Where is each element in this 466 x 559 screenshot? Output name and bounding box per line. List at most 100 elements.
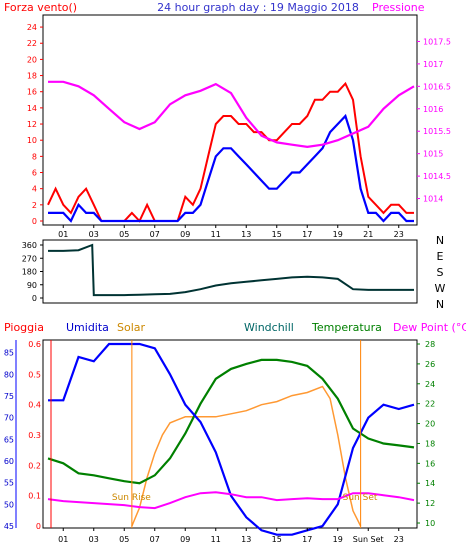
humidity-tick-label: 75 [4,392,14,401]
top-axes: 02468101214161820222410141014.510151015.… [27,23,451,239]
bottom-plot-frame [42,339,418,529]
bottom-time-tick-label: Sun Set [353,535,384,544]
solar-label: Solar [117,321,146,334]
pressure-series [48,80,415,149]
temperature-tick-label: 12 [425,499,435,508]
compass-label: E [437,250,444,263]
direction-tick-label: 0 [32,294,37,303]
direction-tick-label: 270 [22,254,37,263]
time-tick-label: 21 [363,230,373,239]
rain-tick-label: 0.6 [28,340,41,349]
humidity-tick-label: 50 [4,500,14,509]
time-tick-label: 11 [211,230,221,239]
gust-line [48,113,414,223]
wind-tick-label: 22 [27,39,37,48]
time-tick-label: 05 [119,230,129,239]
bottom-time-tick-label: 19 [333,535,343,544]
wind-tick-label: 16 [27,88,37,97]
wind-tick-label: 0 [32,217,37,226]
direction-line [48,243,414,297]
bottom-time-tick-label: 05 [119,535,129,544]
pressure-tick-label: 1016 [423,105,443,114]
bottom-axes: 0 0.1 0.2 0.3 0.4 0.5 0.6 45 50 55 60 65 70 75 80 85 10 1… [4,340,435,544]
direction-series [48,243,414,297]
rain-tick-label: 0 [36,522,41,531]
pressure-tick-label: 1017 [423,60,443,69]
wind-tick-label: 4 [32,185,37,194]
humidity-tick-label: 65 [4,435,14,444]
wind-tick-label: 2 [32,201,37,210]
direction-tick-label: 180 [22,268,37,277]
bottom-time-tick-label: 17 [302,535,312,544]
dewpoint-series [47,491,415,510]
bottom-time-tick-label: 07 [150,535,160,544]
humidity-tick-label: 60 [4,457,14,466]
pressure-tick-label: 1014 [423,195,443,204]
bottom-time-tick-label: 13 [241,535,251,544]
humidity-tick-label: 70 [4,414,14,423]
rain-tick-label: 0.2 [28,461,41,470]
temperature-line [47,358,415,485]
rain-tick-label: 0.3 [28,431,41,440]
time-tick-label: 23 [394,230,404,239]
solar-line [131,385,362,527]
temperature-tick-label: 24 [425,380,435,389]
pressure-tick-label: 1015 [423,150,443,159]
pressure-label: Pressione [372,1,425,14]
wind-force-label: Forza vento() [4,1,77,14]
humidity-line [48,342,415,536]
bottom-time-tick-label: 23 [394,535,404,544]
humidity-series [48,342,415,536]
temperature-tick-label: 18 [425,439,435,448]
time-tick-label: 17 [302,230,312,239]
time-tick-label: 03 [89,230,99,239]
humidity-tick-label: 80 [4,370,14,379]
wind-tick-label: 6 [32,169,37,178]
time-tick-label: 07 [150,230,160,239]
time-tick-label: 01 [58,230,68,239]
time-tick-label: 19 [333,230,343,239]
humidity-tick-label: 85 [4,349,14,358]
pressure-tick-label: 1015.5 [423,127,451,136]
page-title: 24 hour graph day : 19 Maggio 2018 [157,1,359,14]
sun-markers: Sun Rise Sun Set [112,340,378,528]
compass-label: N [436,298,444,311]
solar-series [131,385,362,527]
wind-tick-label: 12 [27,120,37,129]
wind-tick-label: 18 [27,72,37,81]
wind-tick-label: 24 [27,23,37,32]
compass-label: W [435,282,446,295]
sunset-annotation: Sun Set [343,493,378,503]
temperature-tick-label: 22 [425,400,435,409]
rain-tick-label: 0.4 [28,401,41,410]
dewpoint-label: Dew Point (°C) [393,321,466,334]
compass-label: S [437,266,444,279]
temperature-series [47,358,415,485]
rain-tick-label: 0.1 [28,492,41,501]
dewpoint-line [47,491,415,510]
time-tick-label: 15 [272,230,282,239]
humidity-tick-label: 55 [4,479,14,488]
bottom-time-tick-label: 03 [89,535,99,544]
direction-tick-label: 360 [22,241,37,250]
temperature-tick-label: 26 [425,360,435,369]
pressure-tick-label: 1014.5 [423,172,451,181]
humidity-tick-label: 45 [4,522,14,531]
wind-tick-label: 8 [32,152,37,161]
temperature-tick-label: 10 [425,519,435,528]
humidity-label: Umidita [66,321,109,334]
pressure-line [48,80,415,149]
temperature-tick-label: 14 [425,479,435,488]
gust-series [48,113,414,223]
rain-tick-label: 0.5 [28,370,41,379]
time-tick-label: 13 [241,230,251,239]
wind-tick-label: 20 [27,55,37,64]
temperature-label: Temperatura [311,321,382,334]
windchill-label: Windchill [244,321,294,334]
temperature-tick-label: 16 [425,459,435,468]
top-plot-frame [42,14,418,226]
rain-label: Pioggia [4,321,44,334]
